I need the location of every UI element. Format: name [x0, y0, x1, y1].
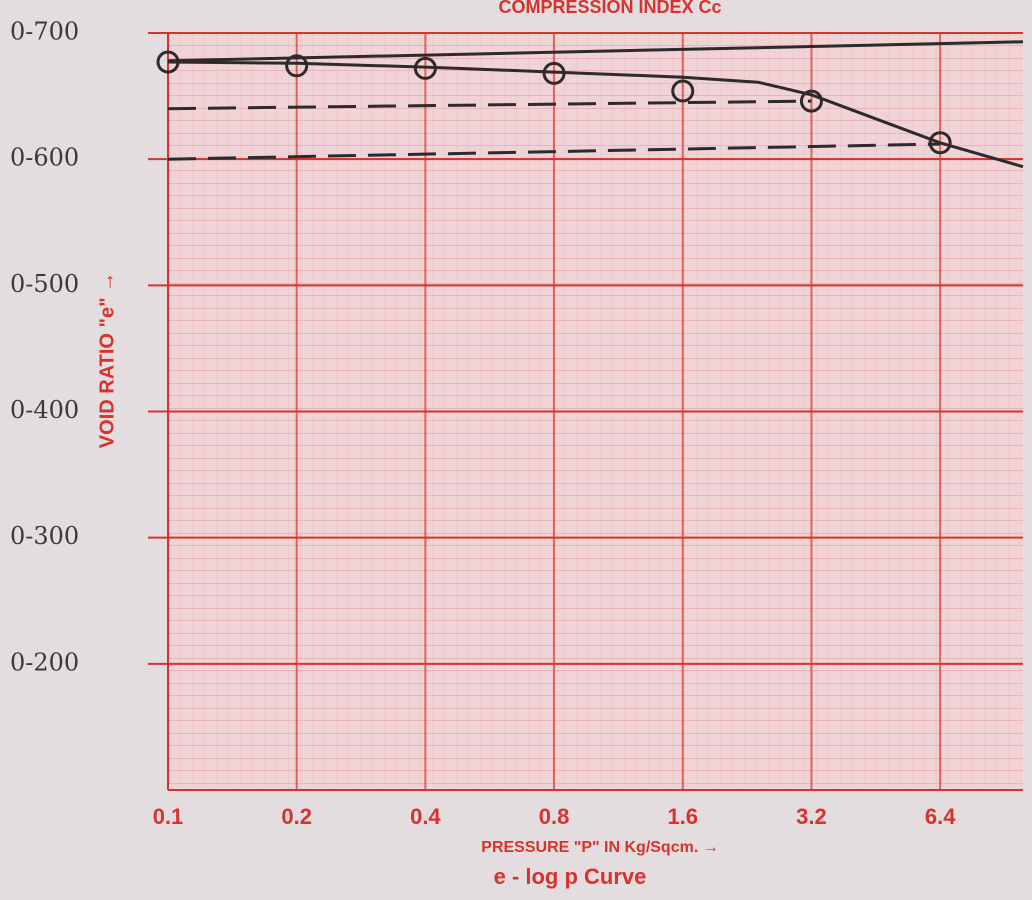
y-axis-label: VOID RATIO "e" → — [96, 272, 118, 448]
y-tick-label: 0-300 — [10, 522, 79, 550]
x-tick-label: 0.1 — [153, 804, 184, 829]
x-tick-label: 0.8 — [539, 804, 570, 829]
x-axis-label: PRESSURE "P" IN Kg/Sqcm. → — [481, 839, 718, 856]
subtitle: e - log p Curve — [494, 864, 647, 889]
y-tick-label: 0-500 — [10, 270, 79, 298]
y-tick-label: 0-200 — [10, 648, 79, 676]
x-tick-label: 0.4 — [410, 804, 441, 829]
chart-title: COMPRESSION INDEX Cc — [498, 0, 721, 17]
x-tick-label: 1.6 — [667, 804, 698, 829]
page: COMPRESSION INDEX Cc PRESSURE "P" IN Kg/… — [0, 0, 1032, 900]
x-tick-label: 6.4 — [925, 804, 956, 829]
y-tick-label: 0-400 — [10, 396, 79, 424]
chart: COMPRESSION INDEX Cc PRESSURE "P" IN Kg/… — [0, 0, 1032, 900]
y-tick-label: 0-600 — [10, 144, 79, 172]
x-tick-label: 0.2 — [281, 804, 312, 829]
x-tick-label: 3.2 — [796, 804, 827, 829]
y-tick-label: 0-700 — [10, 18, 79, 46]
